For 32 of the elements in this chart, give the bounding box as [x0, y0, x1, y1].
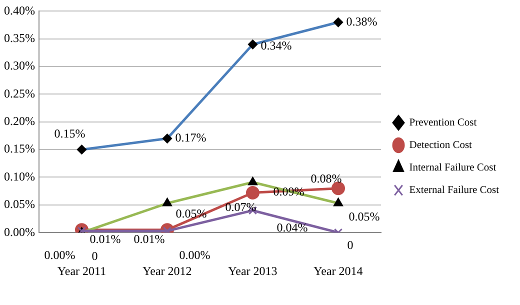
- y-tick-label: 0.20%: [4, 114, 35, 128]
- y-tick-label: 0.10%: [4, 169, 35, 184]
- y-tick-label: 0.35%: [4, 31, 35, 46]
- x-tick-label: Year 2012: [142, 264, 192, 278]
- data-label: 0.00%: [44, 248, 76, 262]
- data-label: 0.01%: [90, 232, 121, 246]
- x-tick-label: Year 2011: [57, 264, 106, 278]
- legend-label: Prevention Cost: [409, 118, 477, 128]
- y-tick-label: 0.25%: [4, 86, 35, 100]
- legend-label: Detection Cost: [409, 140, 472, 151]
- data-label: 0: [347, 238, 354, 252]
- legend-label: Internal Failure Cost: [409, 162, 496, 174]
- data-label: 0.34%: [260, 38, 292, 53]
- x-tick-label: Year 2014: [314, 264, 363, 278]
- data-label: 0.05%: [348, 209, 380, 224]
- data-label: 0: [92, 248, 98, 263]
- data-label: 0.15%: [54, 126, 86, 141]
- y-tick-label: 0.40%: [4, 3, 35, 18]
- data-label: 0.08%: [310, 171, 342, 186]
- y-tick-label: 0.05%: [4, 197, 35, 212]
- data-label: 0.17%: [175, 130, 206, 145]
- data-label: 0.09%: [273, 184, 304, 198]
- data-label: 0.38%: [346, 14, 378, 28]
- data-label: 0.04%: [276, 220, 308, 235]
- x-tick-label: Year 2013: [228, 264, 278, 278]
- data-label: 0.01%: [134, 232, 165, 246]
- y-tick-label: 0.00%: [4, 224, 35, 239]
- y-tick-label: 0.15%: [4, 142, 35, 156]
- y-tick-label: 0.30%: [4, 58, 35, 73]
- data-label: 0.00%: [179, 248, 210, 262]
- legend-label: External Failure Cost: [409, 185, 500, 196]
- data-label: 0.07%: [225, 200, 256, 214]
